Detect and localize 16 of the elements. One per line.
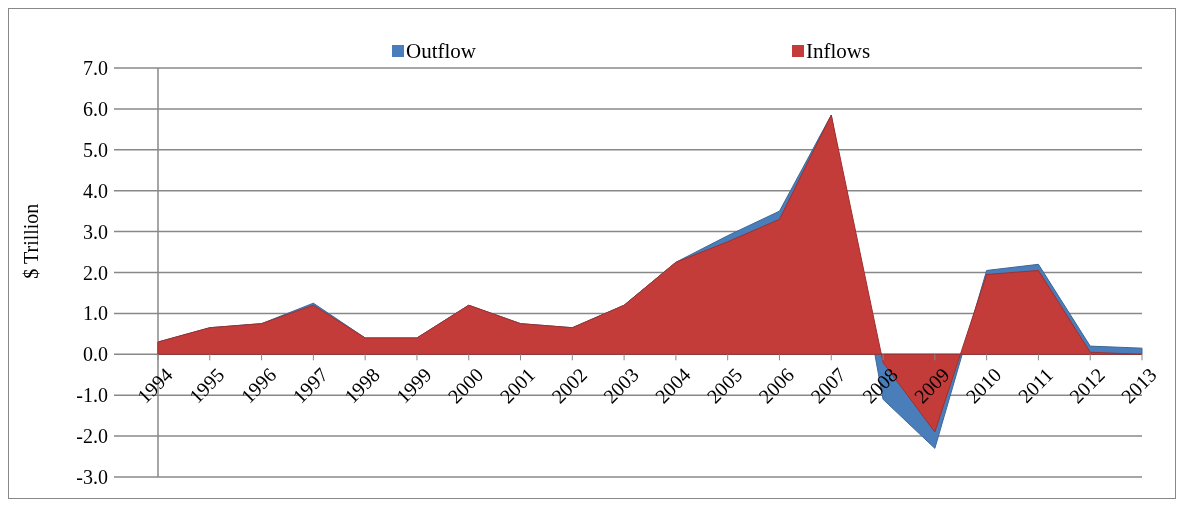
x-tick-label: 1998 — [340, 363, 384, 408]
y-tick-label: -2.0 — [76, 425, 108, 448]
legend-label: Inflows — [806, 39, 871, 64]
y-tick-label: 3.0 — [83, 220, 108, 243]
y-tick-label: -3.0 — [76, 466, 108, 488]
y-tick-label: 5.0 — [83, 138, 108, 161]
y-tick-label: 2.0 — [83, 261, 108, 284]
y-tick-label: 4.0 — [83, 179, 108, 202]
legend-label: Outflow — [406, 39, 477, 64]
y-axis-title: $ Trillion — [20, 203, 42, 279]
y-tick-label: 7.0 — [83, 57, 108, 79]
y-tick-label: 6.0 — [83, 97, 108, 120]
y-tick-label: 1.0 — [83, 302, 108, 325]
x-tick-label: 1999 — [391, 363, 436, 408]
y-tick-label: 0.0 — [83, 343, 108, 366]
y-tick-label: -1.0 — [76, 384, 108, 407]
